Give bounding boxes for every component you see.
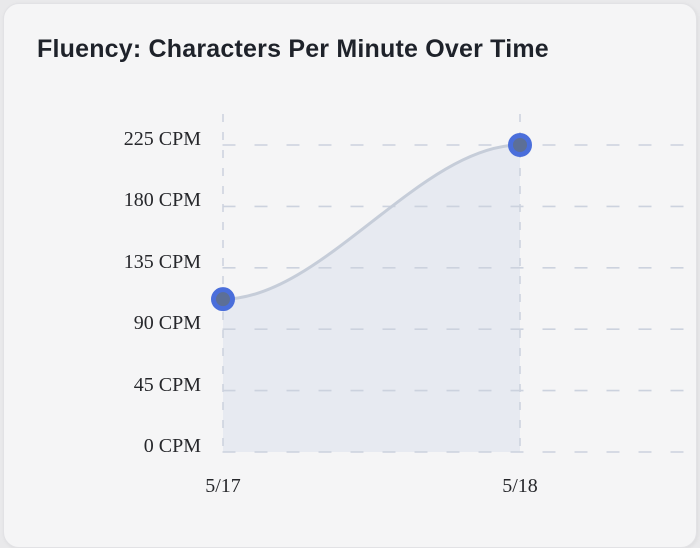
data-point[interactable] (211, 287, 235, 312)
y-axis-tick-label: 225 CPM (123, 128, 201, 150)
chart-title: Fluency: Characters Per Minute Over Time (37, 35, 549, 63)
data-point[interactable] (508, 133, 532, 157)
y-axis-tick-label: 45 CPM (133, 373, 201, 396)
y-axis-tick-label: 135 CPM (123, 250, 201, 273)
y-axis-tick-label: 90 CPM (133, 312, 201, 335)
chart-card: Fluency: Characters Per Minute Over Time… (3, 3, 700, 548)
x-axis-tick-label: 5/18 (502, 475, 538, 497)
x-axis-tick-label: 5/17 (205, 475, 241, 497)
y-axis-tick-label: 180 CPM (123, 189, 201, 212)
series-line (221, 143, 522, 301)
chart-canvas[interactable]: 225 CPM 180 CPM 135 CPM 90 CPM 45 CPM 0 CPM 5/… (4, 4, 700, 545)
y-axis-tick-label: 0 CPM (143, 435, 201, 457)
area-fill (223, 145, 520, 452)
chart-svg (211, 114, 700, 453)
